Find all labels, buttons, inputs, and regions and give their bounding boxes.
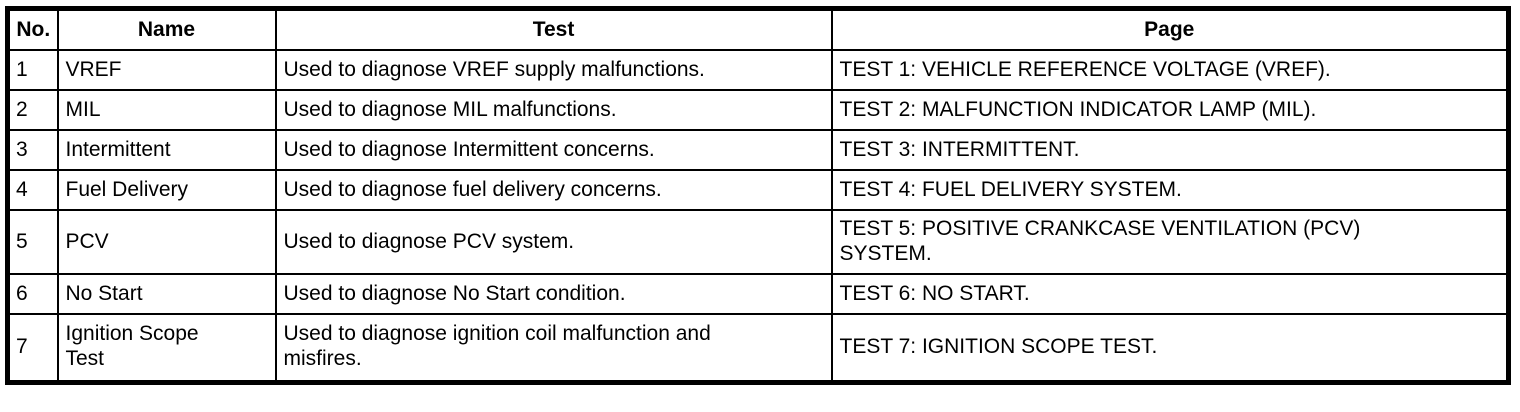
col-header-no: No. — [6, 7, 59, 51]
cell-name: Fuel Delivery — [56, 169, 277, 211]
cell-name: No Start — [56, 273, 277, 315]
table-row: 6 No Start Used to diagnose No Start con… — [6, 273, 1510, 315]
cell-page: TEST 7: IGNITION SCOPE TEST. — [830, 313, 1510, 383]
table-row: 2 MIL Used to diagnose MIL malfunctions.… — [6, 89, 1510, 131]
document-page: No. Name Test Page 1 VREF Used to diagno… — [5, 6, 1511, 385]
cell-page: TEST 2: MALFUNCTION INDICATOR LAMP (MIL)… — [830, 89, 1510, 131]
cell-page: TEST 4: FUEL DELIVERY SYSTEM. — [830, 169, 1510, 211]
cell-no: 2 — [6, 89, 59, 131]
cell-test: Used to diagnose fuel delivery concerns. — [274, 169, 833, 211]
col-header-page: Page — [830, 7, 1510, 51]
col-header-test: Test — [274, 7, 833, 51]
col-header-name: Name — [56, 7, 277, 51]
cell-no: 6 — [6, 273, 59, 315]
cell-test: Used to diagnose PCV system. — [274, 209, 833, 275]
cell-name: VREF — [56, 49, 277, 91]
cell-no: 7 — [6, 313, 59, 383]
cell-name: Ignition Scope Test — [56, 313, 277, 383]
diagnostic-tests-table: No. Name Test Page 1 VREF Used to diagno… — [5, 6, 1511, 385]
cell-name: MIL — [56, 89, 277, 131]
cell-test: Used to diagnose Intermittent concerns. — [274, 129, 833, 171]
table-row: 5 PCV Used to diagnose PCV system. TEST … — [6, 209, 1510, 275]
cell-test: Used to diagnose No Start condition. — [274, 273, 833, 315]
cell-no: 5 — [6, 209, 59, 275]
cell-no: 1 — [6, 49, 59, 91]
cell-test: Used to diagnose VREF supply malfunction… — [274, 49, 833, 91]
cell-page: TEST 1: VEHICLE REFERENCE VOLTAGE (VREF)… — [830, 49, 1510, 91]
table-row: 4 Fuel Delivery Used to diagnose fuel de… — [6, 169, 1510, 211]
cell-page: TEST 6: NO START. — [830, 273, 1510, 315]
cell-page: TEST 5: POSITIVE CRANKCASE VENTILATION (… — [830, 209, 1510, 275]
cell-page: TEST 3: INTERMITTENT. — [830, 129, 1510, 171]
table-row: 3 Intermittent Used to diagnose Intermit… — [6, 129, 1510, 171]
table-header-row: No. Name Test Page — [6, 7, 1510, 51]
cell-no: 4 — [6, 169, 59, 211]
cell-test: Used to diagnose ignition coil malfuncti… — [274, 313, 833, 383]
cell-name: Intermittent — [56, 129, 277, 171]
table-row: 7 Ignition Scope Test Used to diagnose i… — [6, 313, 1510, 383]
cell-no: 3 — [6, 129, 59, 171]
table-row: 1 VREF Used to diagnose VREF supply malf… — [6, 49, 1510, 91]
cell-test: Used to diagnose MIL malfunctions. — [274, 89, 833, 131]
cell-name: PCV — [56, 209, 277, 275]
